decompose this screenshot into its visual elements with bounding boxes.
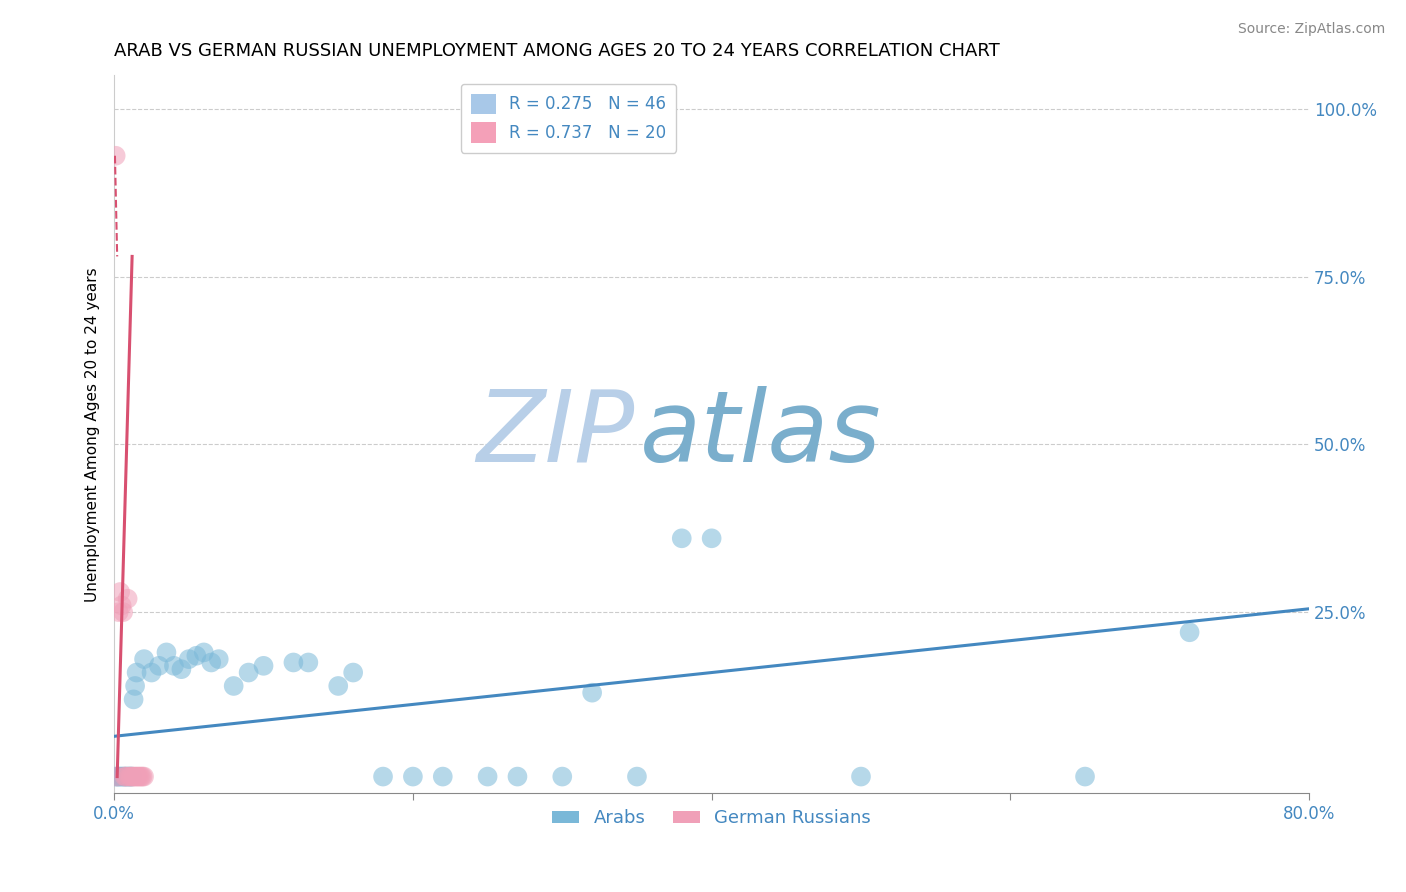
Point	[122, 692, 145, 706]
Point	[222, 679, 245, 693]
Point	[107, 770, 129, 784]
Point	[432, 770, 454, 784]
Point	[104, 770, 127, 784]
Point	[124, 770, 146, 784]
Point	[238, 665, 260, 680]
Point	[120, 770, 142, 784]
Point	[163, 658, 186, 673]
Point	[186, 648, 208, 663]
Point	[671, 531, 693, 545]
Point	[125, 665, 148, 680]
Point	[121, 770, 143, 784]
Point	[252, 658, 274, 673]
Point	[1178, 625, 1201, 640]
Point	[111, 770, 134, 784]
Point	[297, 656, 319, 670]
Point	[115, 770, 138, 784]
Point	[121, 770, 143, 784]
Point	[114, 770, 136, 784]
Point	[131, 770, 153, 784]
Point	[105, 770, 128, 784]
Point	[111, 599, 134, 613]
Point	[1074, 770, 1097, 784]
Point	[371, 770, 394, 784]
Point	[551, 770, 574, 784]
Point	[105, 770, 128, 784]
Legend: Arabs, German Russians: Arabs, German Russians	[546, 802, 879, 835]
Point	[170, 662, 193, 676]
Point	[581, 686, 603, 700]
Point	[118, 770, 141, 784]
Point	[117, 770, 139, 784]
Point	[849, 770, 872, 784]
Point	[117, 591, 139, 606]
Point	[132, 770, 155, 784]
Y-axis label: Unemployment Among Ages 20 to 24 years: Unemployment Among Ages 20 to 24 years	[86, 267, 100, 601]
Point	[108, 770, 131, 784]
Point	[107, 605, 129, 619]
Point	[328, 679, 350, 693]
Point	[200, 656, 222, 670]
Point	[124, 679, 146, 693]
Point	[132, 652, 155, 666]
Point	[112, 605, 135, 619]
Text: atlas: atlas	[640, 385, 882, 483]
Point	[114, 770, 136, 784]
Point	[177, 652, 200, 666]
Point	[208, 652, 231, 666]
Point	[129, 770, 152, 784]
Point	[128, 770, 150, 784]
Point	[506, 770, 529, 784]
Point	[104, 149, 127, 163]
Point	[118, 770, 141, 784]
Point	[402, 770, 425, 784]
Point	[626, 770, 648, 784]
Point	[120, 770, 142, 784]
Point	[148, 658, 170, 673]
Point	[125, 770, 148, 784]
Point	[108, 585, 131, 599]
Point	[112, 770, 135, 784]
Point	[283, 656, 305, 670]
Point	[141, 665, 163, 680]
Point	[342, 665, 364, 680]
Point	[127, 770, 149, 784]
Text: Source: ZipAtlas.com: Source: ZipAtlas.com	[1237, 22, 1385, 37]
Point	[122, 770, 145, 784]
Point	[193, 645, 215, 659]
Point	[477, 770, 499, 784]
Point	[115, 770, 138, 784]
Text: ARAB VS GERMAN RUSSIAN UNEMPLOYMENT AMONG AGES 20 TO 24 YEARS CORRELATION CHART: ARAB VS GERMAN RUSSIAN UNEMPLOYMENT AMON…	[114, 42, 1000, 60]
Text: ZIP: ZIP	[475, 385, 634, 483]
Point	[155, 645, 177, 659]
Point	[700, 531, 723, 545]
